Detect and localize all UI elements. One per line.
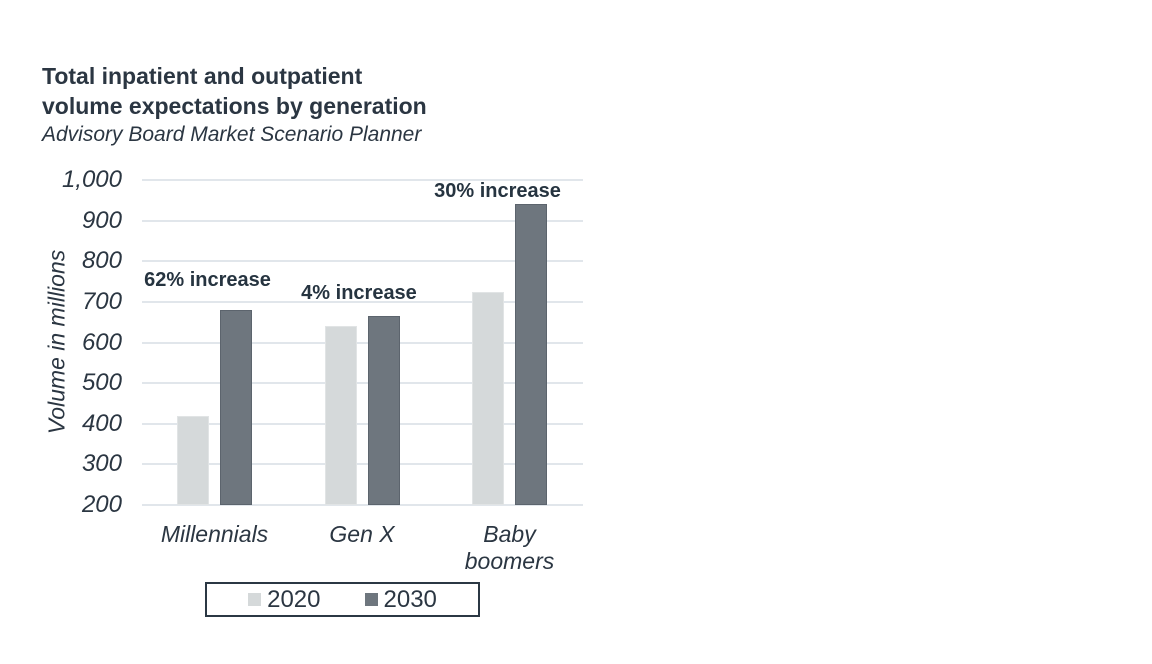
y-tick-label: 300: [81, 450, 122, 478]
bar-2020-1: [324, 326, 357, 505]
bar-2030-0: [220, 310, 252, 505]
increase-annotation: 4% increase: [301, 281, 417, 304]
legend-swatch-2020: [248, 593, 262, 606]
gridline: [142, 422, 583, 425]
gridline: [142, 504, 583, 506]
gridline: [142, 463, 583, 466]
increase-annotation: 62% increase: [144, 269, 271, 292]
chart-title: Total inpatient and outpatient volume ex…: [42, 63, 427, 119]
y-tick-label: 800: [81, 247, 122, 275]
increase-annotation: 30% increase: [434, 180, 561, 202]
y-tick-label: 900: [81, 206, 122, 234]
legend-label-2020: 2020: [267, 585, 321, 613]
x-category-label: Millennials: [160, 521, 269, 547]
gridline: [142, 300, 583, 303]
gridline: [142, 260, 583, 263]
x-category-label: Gen X: [329, 521, 395, 547]
y-tick-label: 700: [81, 287, 122, 315]
gridline: [142, 341, 583, 344]
y-tick-label: 400: [81, 409, 122, 437]
x-category-label: Baby boomers: [464, 521, 555, 574]
gridline: [142, 382, 583, 385]
bar-2020-0: [177, 415, 209, 505]
gridline: [142, 179, 583, 181]
gridline: [142, 219, 583, 222]
y-tick-label: 600: [81, 328, 122, 356]
chart-subtitle: Advisory Board Market Scenario Planner: [42, 123, 422, 146]
bar-2030-2: [515, 204, 547, 505]
legend: 2020 2030: [205, 582, 480, 617]
y-tick-label: 1,000: [61, 166, 122, 193]
bar-2020-2: [472, 291, 504, 505]
legend-item-2020: 2020: [248, 585, 321, 613]
legend-swatch-2030: [364, 593, 378, 606]
bar-2030-1: [367, 315, 400, 505]
legend-item-2030: 2030: [364, 585, 437, 613]
y-tick-label: 500: [81, 369, 122, 397]
y-tick-label: 200: [81, 491, 122, 518]
legend-label-2030: 2030: [383, 585, 437, 613]
